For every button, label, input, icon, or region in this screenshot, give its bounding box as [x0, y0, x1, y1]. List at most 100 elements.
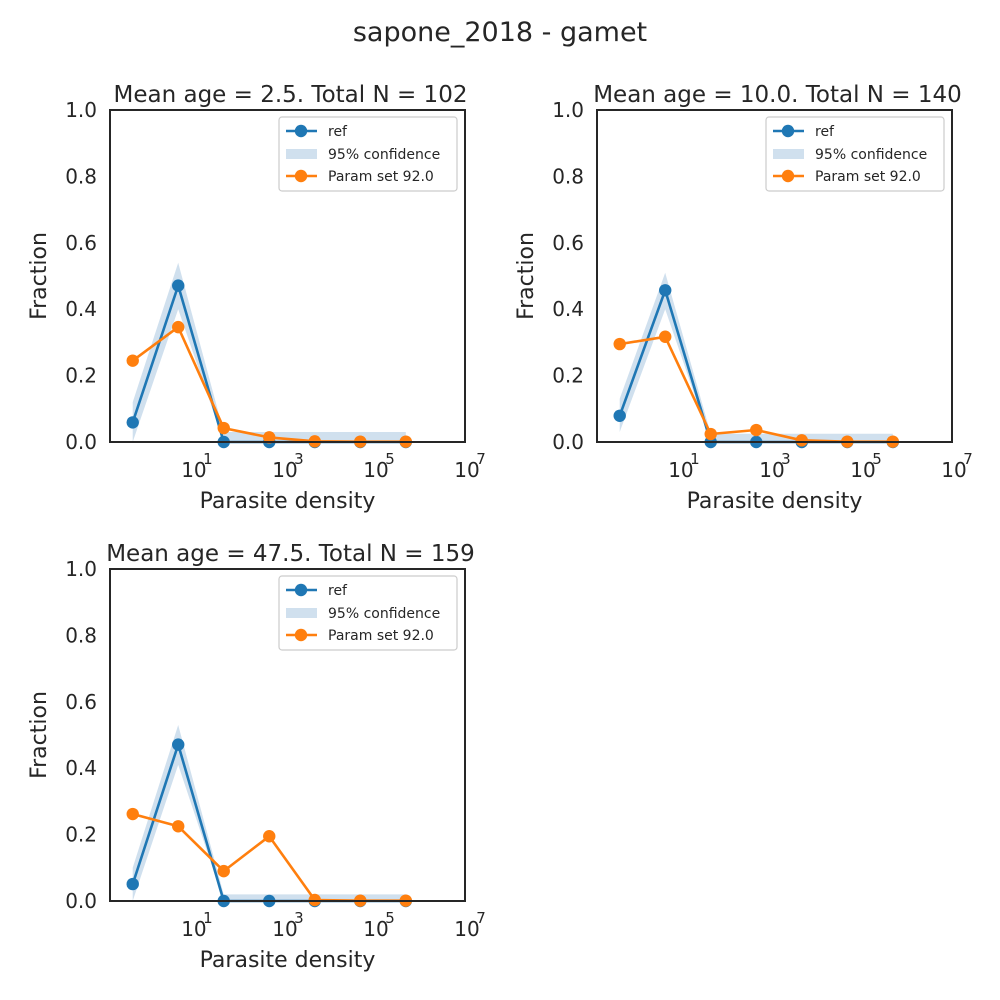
data-point-param-set: [172, 820, 185, 833]
y-tick-label: 0.0: [65, 430, 97, 454]
y-tick-label: 0.8: [65, 623, 97, 647]
data-point-param-set: [750, 423, 763, 437]
data-point-ref: [172, 279, 185, 292]
subplot-title: Mean age = 2.5. Total N = 102: [114, 82, 468, 108]
subplot-title: Mean age = 47.5. Total N = 159: [106, 541, 475, 567]
x-axis-label: Parasite density: [200, 948, 376, 973]
legend-frame: [765, 116, 945, 192]
legend-label: 95% confidence: [328, 606, 440, 622]
legend-param-marker: [294, 169, 308, 183]
y-axis-label: Fraction: [27, 691, 52, 779]
y-tick-label: 0.0: [65, 889, 97, 913]
x-tick-exponent: 7: [476, 450, 486, 468]
y-axis-label: Fraction: [27, 232, 52, 320]
legend-label: ref: [328, 124, 348, 140]
y-tick-label: 0.4: [65, 297, 97, 321]
data-point-param-set: [126, 354, 139, 367]
y-axis-label: Fraction: [514, 232, 539, 320]
data-point-param-set: [217, 864, 230, 878]
legend-frame: [278, 575, 458, 651]
x-tick-label: 10: [668, 458, 693, 482]
legend-label: Param set 92.0: [328, 169, 434, 185]
legend-param-marker: [294, 628, 308, 642]
data-point-param-set: [217, 421, 230, 435]
data-point-param-set: [263, 830, 276, 843]
y-tick-label: 0.6: [65, 231, 97, 255]
x-tick-exponent: 5: [385, 909, 395, 927]
x-tick-label: 10: [363, 917, 388, 941]
x-tick-label: 10: [181, 917, 206, 941]
y-tick-label: 0.8: [552, 164, 584, 188]
x-tick-label: 10: [363, 458, 388, 482]
x-tick-exponent: 3: [294, 450, 304, 468]
x-tick-label: 10: [272, 917, 297, 941]
x-tick-label: 10: [454, 917, 479, 941]
x-tick-exponent: 5: [872, 450, 882, 468]
legend-confidence-swatch: [286, 149, 317, 159]
x-tick-exponent: 5: [385, 450, 395, 468]
x-tick-exponent: 3: [294, 909, 304, 927]
data-point-ref: [126, 877, 139, 891]
legend-label: 95% confidence: [815, 147, 927, 163]
axes-frame: [109, 109, 466, 443]
x-axis-label: Parasite density: [687, 489, 863, 514]
data-point-param-set: [126, 807, 139, 821]
data-point-param-set: [659, 330, 672, 343]
axes-frame: [596, 109, 953, 443]
x-tick-exponent: 1: [203, 909, 213, 927]
data-point-ref: [659, 284, 672, 297]
figure-title: sapone_2018 - gamet: [353, 17, 647, 48]
axes-frame: [109, 568, 466, 902]
y-tick-label: 0.0: [552, 430, 584, 454]
legend-label: Param set 92.0: [815, 169, 921, 185]
y-tick-label: 0.4: [65, 756, 97, 780]
y-tick-label: 0.2: [65, 823, 97, 847]
y-tick-label: 0.4: [552, 297, 584, 321]
x-tick-exponent: 1: [690, 450, 700, 468]
legend-label: 95% confidence: [328, 147, 440, 163]
x-tick-label: 10: [850, 458, 875, 482]
legend-confidence-swatch: [773, 149, 804, 159]
x-tick-label: 10: [454, 458, 479, 482]
y-tick-label: 0.2: [65, 364, 97, 388]
x-tick-label: 10: [759, 458, 784, 482]
data-point-ref: [126, 416, 139, 429]
x-tick-exponent: 1: [203, 450, 213, 468]
x-tick-label: 10: [181, 458, 206, 482]
y-tick-label: 0.6: [552, 231, 584, 255]
y-tick-label: 0.2: [552, 364, 584, 388]
legend: ref 95% confidence Param set 92.0: [278, 575, 458, 651]
subplot-title: Mean age = 10.0. Total N = 140: [593, 82, 962, 108]
legend: ref 95% confidence Param set 92.0: [765, 116, 945, 192]
data-point-ref: [172, 738, 185, 751]
y-tick-label: 0.8: [65, 164, 97, 188]
legend-ref-marker: [294, 124, 308, 138]
data-point-param-set: [613, 337, 626, 351]
legend-frame: [278, 116, 458, 192]
legend-ref-marker: [781, 124, 795, 138]
data-point-param-set: [704, 427, 717, 441]
legend-label: Param set 92.0: [328, 628, 434, 644]
legend: ref 95% confidence Param set 92.0: [278, 116, 458, 192]
legend-param-marker: [781, 169, 795, 183]
x-tick-label: 10: [941, 458, 966, 482]
legend-label: ref: [815, 124, 835, 140]
y-tick-label: 0.6: [65, 690, 97, 714]
x-axis-label: Parasite density: [200, 489, 376, 514]
data-point-ref: [613, 409, 626, 422]
x-tick-label: 10: [272, 458, 297, 482]
legend-label: ref: [328, 583, 348, 599]
x-tick-exponent: 7: [476, 909, 486, 927]
legend-ref-marker: [294, 583, 308, 597]
x-tick-exponent: 3: [781, 450, 791, 468]
data-point-param-set: [263, 431, 276, 444]
data-point-param-set: [795, 434, 808, 447]
y-tick-label: 1.0: [65, 557, 97, 581]
data-point-param-set: [172, 320, 185, 334]
legend-confidence-swatch: [286, 608, 317, 618]
x-tick-exponent: 7: [963, 450, 973, 468]
